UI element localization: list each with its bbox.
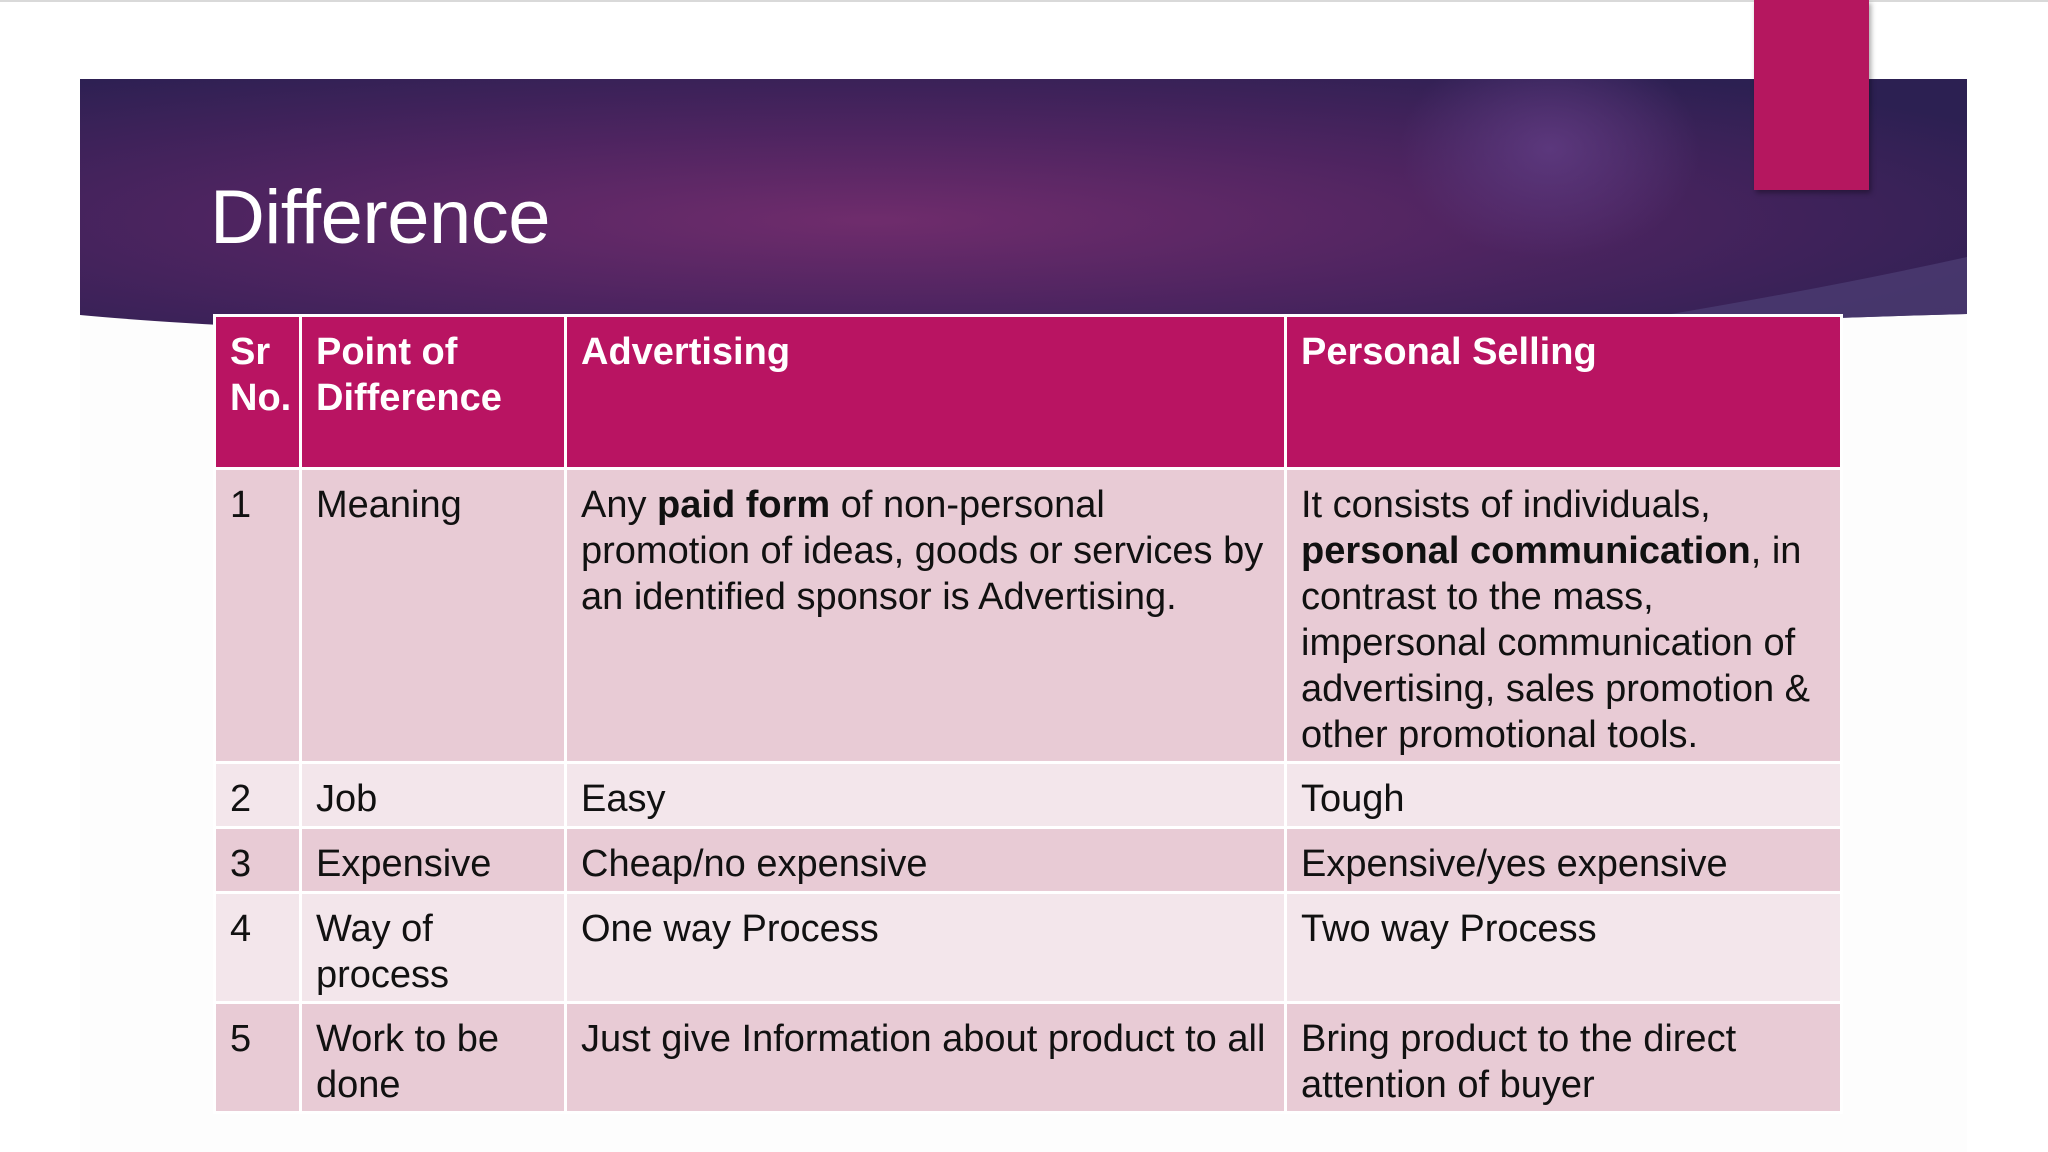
slide-title: Difference (210, 175, 551, 260)
accent-tab (1754, 0, 1869, 190)
text-post: , in contrast to the mass, impersonal co… (1301, 530, 1811, 756)
comparison-table: Sr No. Point of Difference Advertising P… (213, 314, 1843, 1114)
top-border (0, 0, 2048, 2)
cell-point: Expensive (299, 826, 567, 894)
cell-sr: 3 (213, 826, 302, 894)
text-bold: personal communication (1301, 530, 1751, 572)
table-header-row: Sr No. Point of Difference Advertising P… (213, 314, 1843, 470)
title-banner (80, 79, 1967, 341)
cell-personal-selling: Two way Process (1284, 891, 1843, 1004)
cell-advertising: One way Process (564, 891, 1287, 1004)
cell-advertising: Easy (564, 761, 1287, 829)
cell-advertising: Cheap/no expensive (564, 826, 1287, 894)
cell-point: Way of process (299, 891, 567, 1004)
cell-sr: 4 (213, 891, 302, 1004)
text-pre: It consists of individuals, (1301, 484, 1711, 526)
cell-advertising: Just give Information about product to a… (564, 1001, 1287, 1114)
header-sr-no: Sr No. (213, 314, 302, 470)
cell-point: Meaning (299, 467, 567, 764)
cell-sr: 1 (213, 467, 302, 764)
banner-graphic (80, 79, 1967, 337)
cell-sr: 2 (213, 761, 302, 829)
header-advertising: Advertising (564, 314, 1287, 470)
header-point-of-difference: Point of Difference (299, 314, 567, 470)
table-row: 1 Meaning Any paid form of non-personal … (213, 467, 1843, 764)
cell-advertising: Any paid form of non-personal promotion … (564, 467, 1287, 764)
text-pre: Any (581, 484, 658, 526)
cell-point: Job (299, 761, 567, 829)
header-personal-selling: Personal Selling (1284, 314, 1843, 470)
table-row: 3 Expensive Cheap/no expensive Expensive… (213, 826, 1843, 894)
text-post: of non-personal promotion of ideas, good… (581, 484, 1264, 618)
table-row: 2 Job Easy Tough (213, 761, 1843, 829)
table-row: 4 Way of process One way Process Two way… (213, 891, 1843, 1004)
table-row: 5 Work to be done Just give Information … (213, 1001, 1843, 1114)
cell-point: Work to be done (299, 1001, 567, 1114)
cell-personal-selling: Bring product to the direct attention of… (1284, 1001, 1843, 1114)
cell-personal-selling: Tough (1284, 761, 1843, 829)
cell-personal-selling: It consists of individuals, personal com… (1284, 467, 1843, 764)
cell-personal-selling: Expensive/yes expensive (1284, 826, 1843, 894)
cell-sr: 5 (213, 1001, 302, 1114)
text-bold: paid form (657, 484, 831, 526)
